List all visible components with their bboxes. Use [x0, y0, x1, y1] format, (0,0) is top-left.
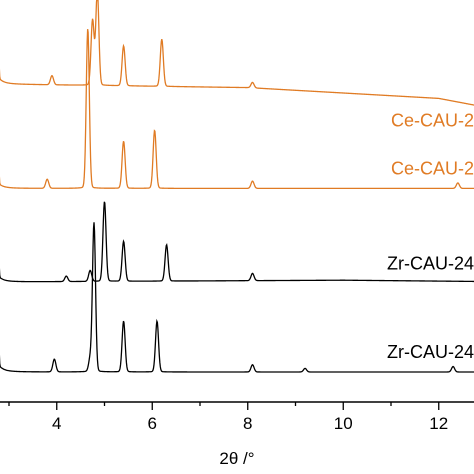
series-label-3: Zr-CAU-24: [387, 254, 474, 274]
x-tick-label: 6: [148, 414, 157, 433]
x-tick-label: 4: [52, 414, 61, 433]
x-tick-label: 10: [334, 414, 353, 433]
series-line-3: [0, 201, 474, 283]
series-line-1: [0, 0, 474, 106]
x-tick-label: 8: [243, 414, 252, 433]
series-label-layer: Ce-CAU-2 Ce-CAU-2 Zr-CAU-24 Zr-CAU-24: [387, 110, 474, 362]
x-tick-layer: 46810121416: [8, 402, 448, 433]
series-line-4: [0, 222, 474, 373]
x-tick-label: 12: [429, 414, 448, 433]
series-label-4: Zr-CAU-24: [387, 342, 474, 362]
series-label-2: Ce-CAU-2: [391, 158, 474, 178]
series-line-2: [0, 29, 474, 190]
series-label-1: Ce-CAU-2: [391, 110, 474, 130]
series-layer: [0, 0, 474, 373]
x-axis-title: 2θ /°: [219, 449, 254, 468]
